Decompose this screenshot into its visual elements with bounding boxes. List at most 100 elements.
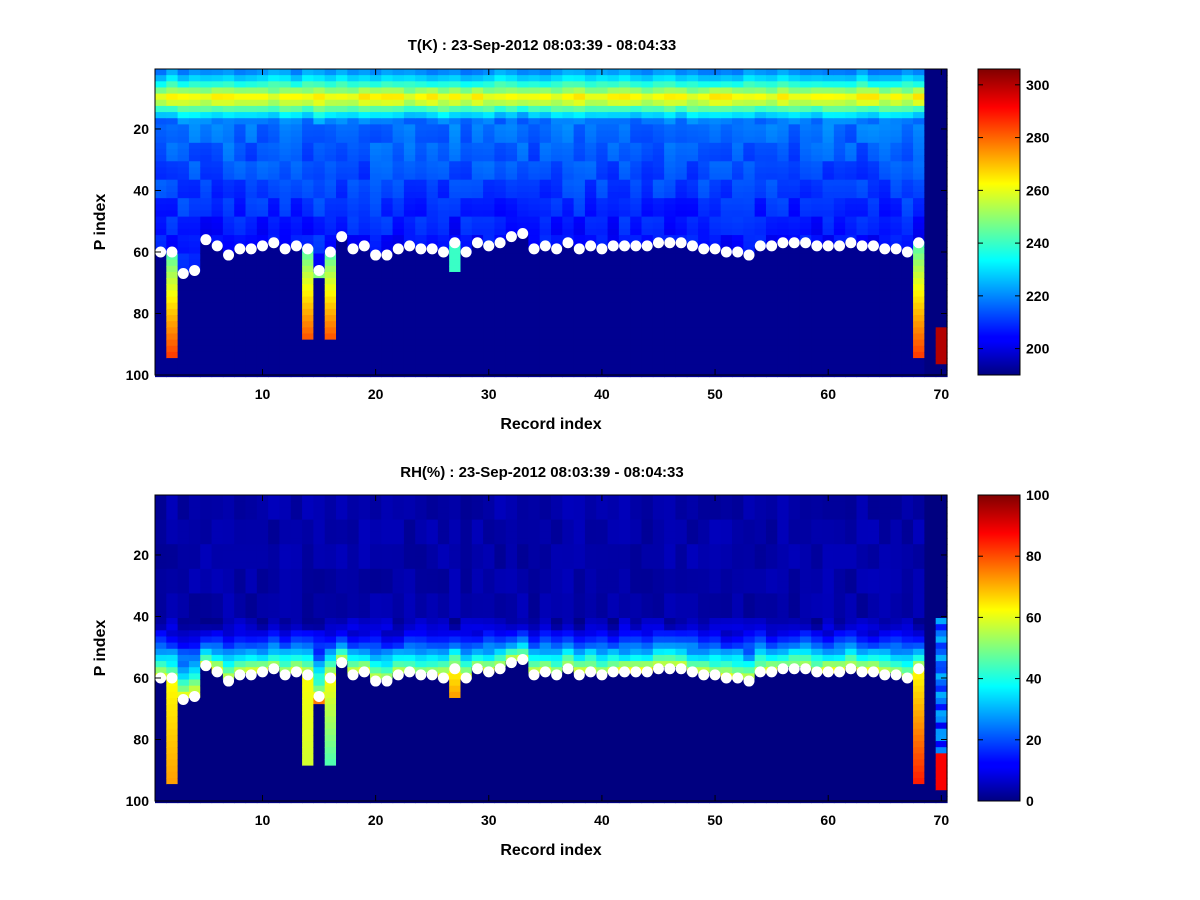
heatmap-cell — [211, 507, 224, 515]
heatmap-cell — [155, 519, 167, 527]
heatmap-cell — [607, 327, 620, 335]
heatmap-cell — [607, 370, 620, 378]
heatmap-cell — [392, 599, 405, 607]
heatmap-cell — [313, 611, 326, 619]
heatmap-cell — [765, 167, 778, 175]
heatmap-cell — [358, 265, 371, 273]
heatmap-cell — [381, 155, 394, 162]
heatmap-cell — [403, 716, 416, 724]
heatmap-cell — [234, 605, 247, 613]
heatmap-cell — [188, 364, 201, 371]
heatmap-cell — [211, 544, 224, 551]
heatmap-cell — [211, 136, 224, 144]
heatmap-cell — [686, 253, 699, 261]
heatmap-cell — [336, 790, 348, 797]
heatmap-cell — [279, 574, 292, 582]
heatmap-cell — [630, 265, 643, 273]
surface-marker — [585, 240, 597, 252]
heatmap-cell — [336, 333, 348, 341]
heatmap-cell — [641, 179, 654, 187]
heatmap-cell — [596, 142, 609, 150]
heatmap-cell — [890, 136, 903, 144]
heatmap-cell — [901, 130, 914, 138]
heatmap-cell — [188, 148, 201, 156]
heatmap-cell — [200, 284, 213, 292]
heatmap-cell — [211, 574, 224, 582]
heatmap-cell — [913, 105, 925, 113]
heatmap-cell — [539, 99, 552, 107]
heatmap-cell — [347, 105, 360, 113]
heatmap-cell — [155, 605, 167, 613]
heatmap-cell — [517, 302, 529, 310]
heatmap-cell — [799, 192, 812, 199]
heatmap-cell — [584, 198, 597, 205]
heatmap-cell — [302, 777, 314, 785]
heatmap-cell — [234, 321, 247, 328]
heatmap-cell — [845, 228, 858, 236]
heatmap-cell — [630, 130, 643, 138]
heatmap-cell — [234, 235, 247, 242]
heatmap-cell — [833, 351, 846, 359]
heatmap-cell — [245, 278, 258, 285]
heatmap-cell — [234, 697, 247, 705]
heatmap-cell — [381, 777, 394, 785]
t-colorbar — [978, 69, 1020, 375]
heatmap-cell — [268, 691, 281, 699]
heatmap-cell — [313, 339, 326, 347]
heatmap-cell — [302, 679, 314, 687]
heatmap-cell — [290, 501, 303, 508]
heatmap-cell — [584, 296, 597, 304]
heatmap-cell — [347, 370, 360, 378]
heatmap-cell — [369, 259, 382, 267]
heatmap-cell — [222, 136, 235, 144]
heatmap-cell — [324, 734, 337, 742]
heatmap-cell — [155, 93, 167, 101]
heatmap-cell — [166, 155, 179, 162]
heatmap-cell — [720, 222, 733, 230]
heatmap-cell — [324, 525, 337, 533]
heatmap-cell — [618, 278, 631, 285]
heatmap-cell — [245, 99, 258, 107]
heatmap-cell — [166, 222, 179, 230]
heatmap-cell — [392, 87, 405, 95]
heatmap-cell — [675, 321, 688, 328]
heatmap-cell — [234, 148, 247, 156]
heatmap-cell — [811, 69, 824, 76]
heatmap-cell — [573, 185, 586, 193]
heatmap-cell — [347, 630, 360, 638]
heatmap-cell — [732, 192, 744, 199]
heatmap-cell — [211, 661, 224, 668]
heatmap-cell — [347, 75, 360, 82]
heatmap-cell — [573, 290, 586, 298]
heatmap-cell — [381, 765, 394, 773]
heatmap-cell — [494, 155, 507, 162]
heatmap-cell — [403, 87, 416, 95]
heatmap-cell — [392, 661, 405, 668]
heatmap-cell — [392, 179, 405, 187]
heatmap-cell — [234, 777, 247, 785]
heatmap-cell — [483, 148, 496, 156]
heatmap-cell — [200, 148, 213, 156]
heatmap-cell — [732, 327, 744, 335]
heatmap-cell — [188, 593, 201, 601]
heatmap-cell — [471, 173, 484, 181]
heatmap-cell — [652, 358, 665, 365]
heatmap-cell — [856, 296, 869, 304]
heatmap-cell — [279, 784, 292, 791]
heatmap-cell — [596, 112, 609, 119]
heatmap-cell — [596, 124, 609, 132]
heatmap-cell — [268, 278, 281, 285]
heatmap-cell — [471, 315, 484, 322]
heatmap-cell — [505, 81, 518, 89]
heatmap-cell — [765, 315, 778, 322]
heatmap-cell — [403, 599, 416, 607]
heatmap-cell — [245, 507, 258, 515]
heatmap-cell — [924, 124, 937, 132]
heatmap-cell — [483, 278, 496, 285]
heatmap-cell — [358, 259, 371, 267]
heatmap-cell — [686, 216, 699, 224]
heatmap-cell — [833, 216, 846, 224]
heatmap-cell — [188, 216, 201, 224]
heatmap-cell — [562, 253, 575, 261]
heatmap-cell — [155, 710, 167, 718]
